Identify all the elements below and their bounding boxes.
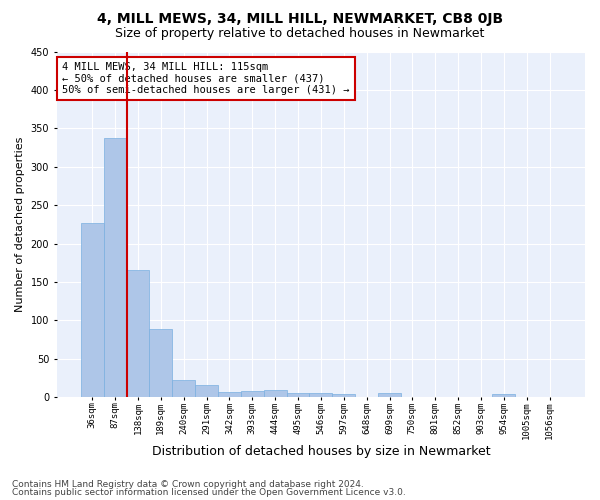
Bar	[127, 270, 149, 397]
Text: Contains HM Land Registry data © Crown copyright and database right 2024.: Contains HM Land Registry data © Crown c…	[12, 480, 364, 489]
Y-axis label: Number of detached properties: Number of detached properties	[15, 136, 25, 312]
Bar	[264, 390, 287, 397]
Bar	[241, 391, 264, 397]
Bar	[195, 385, 218, 397]
Text: Contains public sector information licensed under the Open Government Licence v3: Contains public sector information licen…	[12, 488, 406, 497]
Bar	[332, 394, 355, 397]
Text: 4, MILL MEWS, 34, MILL HILL, NEWMARKET, CB8 0JB: 4, MILL MEWS, 34, MILL HILL, NEWMARKET, …	[97, 12, 503, 26]
X-axis label: Distribution of detached houses by size in Newmarket: Distribution of detached houses by size …	[152, 444, 490, 458]
Bar	[310, 394, 332, 397]
Bar	[172, 380, 195, 397]
Bar	[81, 223, 104, 397]
Text: Size of property relative to detached houses in Newmarket: Size of property relative to detached ho…	[115, 28, 485, 40]
Bar	[104, 138, 127, 397]
Bar	[493, 394, 515, 397]
Bar	[378, 394, 401, 397]
Bar	[287, 394, 310, 397]
Bar	[218, 392, 241, 397]
Bar	[149, 329, 172, 397]
Text: 4 MILL MEWS, 34 MILL HILL: 115sqm
← 50% of detached houses are smaller (437)
50%: 4 MILL MEWS, 34 MILL HILL: 115sqm ← 50% …	[62, 62, 350, 95]
